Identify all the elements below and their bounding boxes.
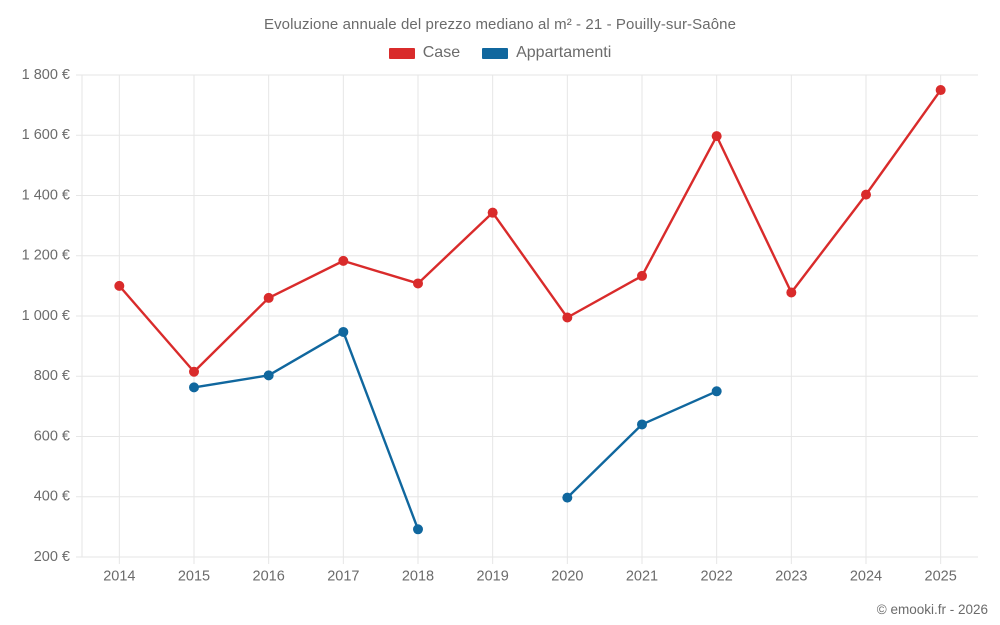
- data-point-appartamenti-2020[interactable]: [562, 492, 573, 503]
- y-axis-tick-label: 1 800 €: [22, 67, 70, 83]
- y-axis-tick-label: 1 200 €: [22, 248, 70, 264]
- data-point-appartamenti-2022[interactable]: [711, 386, 722, 397]
- x-axis-tick-label: 2014: [103, 569, 135, 585]
- series-lines: [118, 88, 942, 531]
- x-axis-tick-label: 2018: [402, 569, 434, 585]
- legend-item-case[interactable]: Case: [388, 44, 461, 62]
- y-axis-tick-labels: 200 € 400 € 600 € 800 € 1 000 € 1 200 € 1 400 …: [22, 67, 70, 565]
- legend-item-appartamenti[interactable]: Appartamenti: [482, 44, 611, 62]
- y-axis-tick-label: 800 €: [34, 368, 70, 384]
- data-point-appartamenti-2017[interactable]: [338, 326, 349, 337]
- chart-title: Evoluzione annuale del prezzo mediano al…: [263, 16, 737, 33]
- data-point-case-2024[interactable]: [861, 189, 871, 200]
- legend-label-appartamenti: Appartamenti: [516, 44, 612, 61]
- data-point-appartamenti-2021[interactable]: [637, 419, 647, 430]
- y-axis-tick-label: 200 €: [34, 549, 70, 565]
- x-axis-tick-label: 2016: [253, 569, 285, 585]
- data-point-case-2017[interactable]: [338, 255, 349, 266]
- data-point-case-2025[interactable]: [935, 85, 946, 96]
- data-point-appartamenti-2015[interactable]: [189, 382, 199, 393]
- legend-swatch-icon-appartamenti: [482, 47, 509, 59]
- data-point-case-2016[interactable]: [263, 292, 274, 303]
- chart-legend: Case Appartamenti: [0, 44, 1000, 62]
- data-point-case-2015[interactable]: [189, 366, 199, 377]
- y-axis-tick-label: 1 400 €: [22, 187, 70, 203]
- x-axis-tick-label: 2015: [178, 569, 210, 585]
- series-line-appartamenti: [192, 330, 420, 531]
- data-point-case-2018[interactable]: [413, 278, 423, 289]
- y-axis-tick-label: 1 600 €: [22, 127, 70, 143]
- data-point-case-2014[interactable]: [114, 280, 125, 291]
- x-axis-tick-label: 2025: [925, 569, 957, 585]
- y-axis-tick-label: 400 €: [34, 489, 70, 505]
- data-point-case-2023[interactable]: [786, 287, 797, 298]
- series-line-case: [118, 88, 942, 373]
- credit-text: © emooki.fr - 2026: [876, 602, 988, 617]
- x-axis-tick-label: 2023: [775, 569, 807, 585]
- data-point-case-2022[interactable]: [711, 131, 722, 142]
- x-axis-tick-label: 2024: [850, 569, 882, 585]
- series-points: [114, 85, 946, 535]
- x-axis-tick-label: 2022: [701, 569, 733, 585]
- x-axis-tick-label: 2017: [327, 569, 359, 585]
- data-point-appartamenti-2018[interactable]: [413, 524, 423, 535]
- x-axis-tick-labels: 2014 2015 2016 2017 2018 2019 2020 2021 2022 2023…: [103, 569, 957, 585]
- data-point-case-2021[interactable]: [637, 270, 647, 281]
- data-point-case-2020[interactable]: [562, 312, 573, 323]
- x-axis-tick-label: 2020: [551, 569, 583, 585]
- y-axis-tick-label: 1 000 €: [22, 308, 70, 324]
- grid-lines: [76, 74, 978, 564]
- legend-swatch-icon-case: [388, 47, 415, 59]
- data-point-appartamenti-2016[interactable]: [263, 370, 274, 381]
- data-point-case-2019[interactable]: [487, 207, 498, 218]
- legend-label-case: Case: [422, 44, 461, 61]
- x-axis-tick-label: 2019: [477, 569, 509, 585]
- x-axis-tick-label: 2021: [626, 569, 658, 585]
- y-axis-tick-label: 600 €: [34, 428, 70, 444]
